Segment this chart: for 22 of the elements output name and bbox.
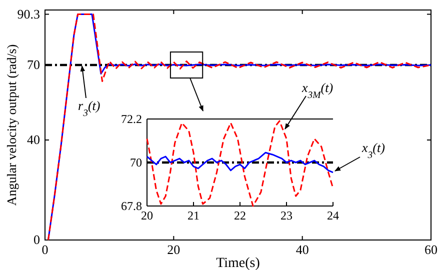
text: r$_{3}$(t) (78, 98, 100, 118)
x-tick-label: 23 (280, 208, 292, 223)
text: x$_{3M}$(t) (301, 80, 334, 100)
x-tick-label: 22 (234, 208, 246, 223)
y-tick-label: 70 (130, 155, 142, 170)
y-tick-label: 67.8 (121, 198, 142, 213)
x-axis-title: Time(s) (216, 256, 260, 270)
line-series (146, 120, 334, 207)
text: x$_{3}$(t) (361, 140, 385, 160)
y-tick-label: 0 (34, 232, 40, 248)
x-tick-label: 24 (327, 208, 339, 223)
y-tick-label: 72.2 (121, 112, 142, 126)
y-tick-label: 90.3 (17, 6, 40, 22)
y-tick-label: 70 (27, 57, 40, 72)
line-series (146, 152, 334, 174)
x-tick-label: 21 (188, 208, 200, 223)
y-tick-label: 40 (27, 132, 40, 148)
x-tick-label: 20 (167, 242, 180, 258)
x-tick-label: 60 (424, 242, 438, 258)
y-axis-title: Angular velocity output (rad/s) (4, 44, 19, 206)
x-tick-label: 20 (141, 208, 153, 223)
x-tick-label: 40 (296, 242, 309, 258)
